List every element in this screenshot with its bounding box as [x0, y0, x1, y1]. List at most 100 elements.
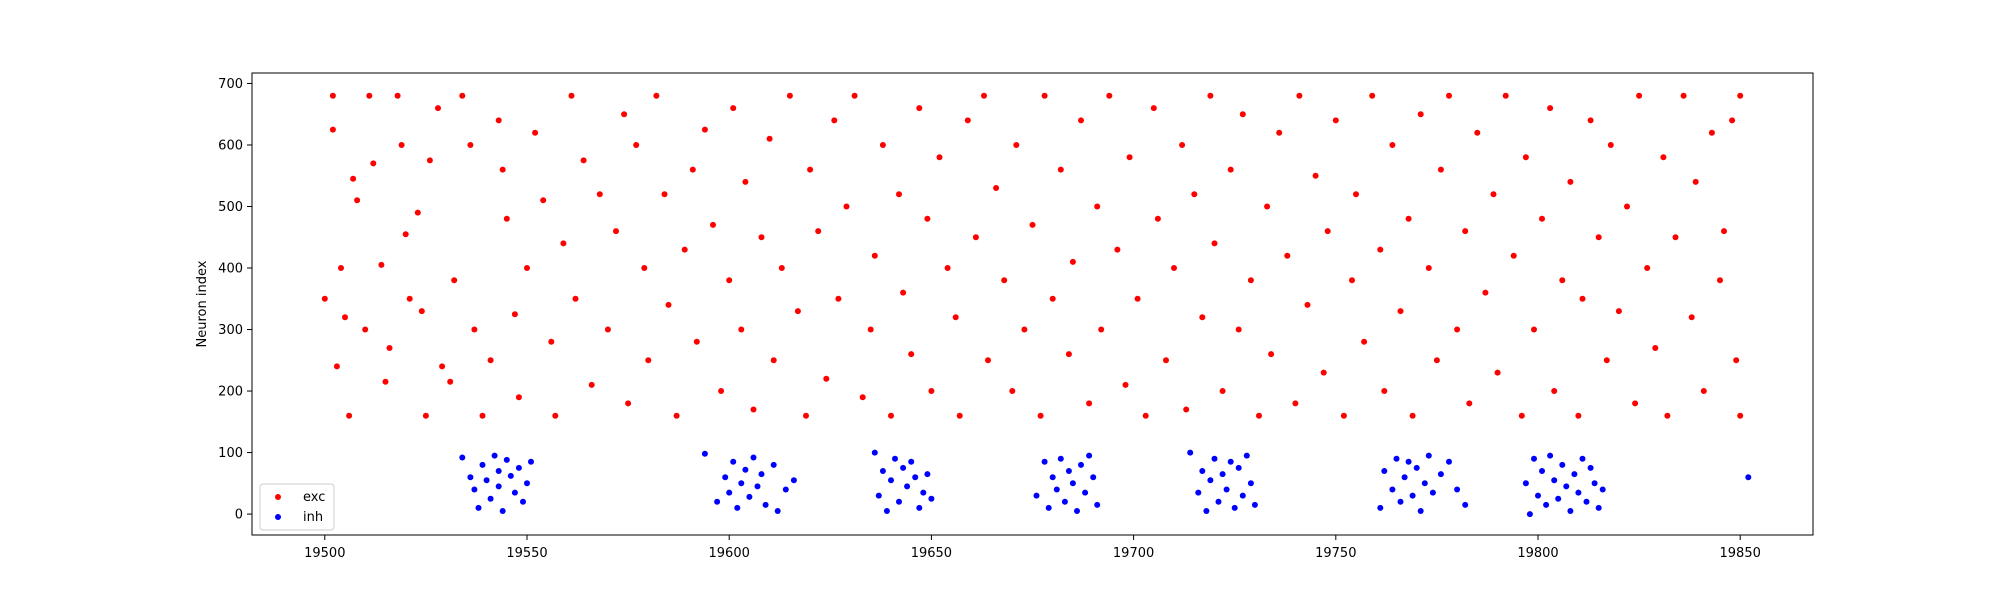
exc-spike-point [1595, 234, 1602, 241]
exc-spike-point [1369, 92, 1376, 99]
inh-spike-point [1235, 464, 1242, 471]
exc-spike-point [936, 154, 943, 161]
exc-spike-point [422, 412, 429, 419]
exc-spike-point [1700, 388, 1707, 394]
exc-spike-point [750, 406, 757, 413]
exc-spike-point [1114, 246, 1121, 253]
exc-spike-point [398, 142, 405, 148]
exc-spike-point [402, 231, 409, 238]
exc-spike-point [1539, 215, 1545, 222]
inh-spike-point [1425, 452, 1432, 459]
exc-spike-point [487, 357, 494, 364]
exc-spike-point [1425, 265, 1432, 271]
exc-spike-point [1672, 234, 1679, 241]
exc-spike-point [459, 92, 466, 99]
exc-spike-point [414, 209, 421, 216]
exc-spike-point [1199, 314, 1206, 321]
inh-spike-point [1195, 489, 1202, 496]
inh-spike-point [750, 454, 757, 461]
exc-spike-point [1154, 215, 1161, 222]
y-tick-label: 300 [218, 323, 243, 338]
exc-spike-point [435, 105, 441, 112]
exc-spike-point [1021, 326, 1028, 333]
inh-spike-point [1187, 449, 1194, 456]
exc-spike-point [1134, 295, 1141, 302]
exc-spike-point [835, 295, 842, 302]
inh-spike-point [1094, 501, 1101, 508]
exc-spike-point [794, 308, 801, 315]
inh-spike-point [1421, 480, 1428, 487]
exc-spike-point [1227, 166, 1234, 173]
exc-spike-point [710, 221, 716, 228]
exc-spike-point [1733, 357, 1740, 364]
inh-spike-point [1227, 458, 1234, 465]
inh-spike-point [770, 461, 777, 468]
exc-spike-point [653, 92, 660, 99]
inh-spike-point [1061, 498, 1068, 505]
plot-marks [321, 92, 1752, 518]
y-tick-label: 200 [218, 385, 243, 400]
exc-spike-point [1502, 92, 1509, 99]
inh-spike-point [746, 493, 753, 500]
exc-spike-point [1721, 228, 1727, 235]
exc-spike-point [471, 326, 478, 333]
exc-spike-point [1264, 203, 1271, 210]
exc-spike-point [342, 314, 348, 321]
inh-spike-point [1082, 489, 1089, 496]
exc-spike-point [1397, 308, 1404, 315]
inh-spike-point [1591, 480, 1598, 487]
inh-spike-point [515, 464, 522, 471]
inh-spike-point [1405, 458, 1412, 465]
x-tick-label: 19600 [709, 546, 750, 561]
exc-spike-point [908, 351, 915, 358]
exc-spike-point [726, 277, 733, 284]
inh-spike-point [524, 480, 530, 487]
exc-spike-point [823, 375, 830, 382]
exc-spike-point [1078, 117, 1084, 124]
inh-spike-point [871, 449, 878, 456]
inh-spike-point [1381, 468, 1388, 474]
inh-spike-point [875, 492, 882, 499]
inh-spike-point [487, 495, 494, 502]
inh-spike-point [1389, 486, 1396, 493]
exc-spike-point [524, 265, 530, 271]
exc-spike-point [1049, 295, 1056, 302]
inh-spike-point [900, 464, 907, 471]
exc-spike-point [378, 261, 385, 268]
inh-spike-point [754, 483, 761, 490]
inh-spike-point [1069, 480, 1076, 487]
exc-spike-point [1353, 191, 1359, 198]
exc-spike-point [803, 412, 809, 419]
exc-spike-point [1688, 314, 1695, 321]
exc-spike-point [1219, 388, 1226, 394]
inh-spike-point [1065, 468, 1072, 474]
exc-spike-point [1041, 92, 1048, 99]
inh-spike-point [908, 458, 915, 465]
exc-spike-point [552, 412, 559, 419]
y-axis: 0 100 200 300 400 500 600 700 [218, 77, 252, 523]
exc-spike-point [329, 92, 336, 99]
inh-spike-point [774, 508, 781, 514]
inh-spike-point [1219, 471, 1226, 478]
legend: exc inh [259, 483, 335, 531]
exc-spike-point [1454, 326, 1461, 333]
exc-spike-point [1567, 178, 1574, 185]
inh-spike-point [1526, 511, 1533, 518]
exc-spike-point [1624, 203, 1630, 210]
exc-spike-point [1256, 412, 1262, 419]
exc-spike-point [451, 277, 458, 284]
exc-spike-point [1239, 111, 1246, 118]
inh-spike-point [888, 477, 894, 484]
inh-spike-point [511, 489, 518, 496]
inh-spike-point [1247, 480, 1254, 487]
inh-spike-point [1583, 498, 1590, 505]
exc-spike-point [831, 117, 838, 124]
exc-spike-point [815, 228, 822, 235]
inh-spike-point [722, 474, 729, 481]
exc-spike-point [718, 388, 725, 394]
exc-spike-point [770, 357, 777, 364]
exc-spike-point [1632, 400, 1639, 407]
inh-spike-point [1454, 486, 1461, 493]
exc-spike-point [1466, 400, 1473, 407]
exc-spike-point [964, 117, 971, 124]
